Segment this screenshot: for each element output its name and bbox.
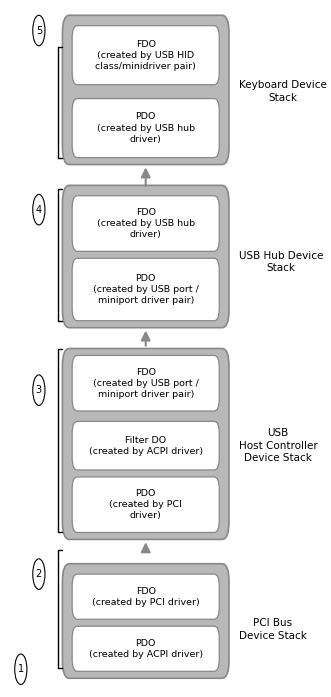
FancyBboxPatch shape <box>72 196 219 252</box>
FancyBboxPatch shape <box>63 185 229 328</box>
Text: PDO
(created by USB port /
miniport driver pair): PDO (created by USB port / miniport driv… <box>93 274 199 305</box>
Text: 1: 1 <box>18 664 24 674</box>
Text: 2: 2 <box>36 569 42 579</box>
FancyBboxPatch shape <box>72 574 219 619</box>
FancyBboxPatch shape <box>63 564 229 678</box>
Text: FDO
(created by USB HID
class/minidriver pair): FDO (created by USB HID class/minidriver… <box>95 40 196 71</box>
FancyBboxPatch shape <box>72 26 219 85</box>
Text: FDO
(created by USB port /
miniport driver pair): FDO (created by USB port / miniport driv… <box>93 367 199 399</box>
FancyBboxPatch shape <box>72 422 219 470</box>
Text: USB Hub Device
Stack: USB Hub Device Stack <box>239 250 323 273</box>
Text: FDO
(created by PCI driver): FDO (created by PCI driver) <box>92 587 200 606</box>
FancyBboxPatch shape <box>63 348 229 539</box>
Text: PDO
(created by USB hub
driver): PDO (created by USB hub driver) <box>97 112 195 144</box>
FancyBboxPatch shape <box>63 15 229 164</box>
FancyBboxPatch shape <box>72 477 219 533</box>
Text: PCI Bus
Device Stack: PCI Bus Device Stack <box>239 618 307 641</box>
Circle shape <box>33 194 45 225</box>
Text: 5: 5 <box>36 26 42 36</box>
Text: 3: 3 <box>36 385 42 395</box>
FancyBboxPatch shape <box>72 355 219 411</box>
Text: 4: 4 <box>36 205 42 215</box>
Text: Keyboard Device
Stack: Keyboard Device Stack <box>239 80 327 103</box>
Text: Filter DO
(created by ACPI driver): Filter DO (created by ACPI driver) <box>89 436 203 456</box>
Circle shape <box>15 654 27 684</box>
FancyBboxPatch shape <box>72 259 219 321</box>
Circle shape <box>33 375 45 406</box>
Text: PDO
(created by PCI
driver): PDO (created by PCI driver) <box>109 489 182 520</box>
Circle shape <box>33 559 45 590</box>
FancyBboxPatch shape <box>72 626 219 671</box>
Circle shape <box>33 15 45 46</box>
Text: USB
Host Controller
Device Stack: USB Host Controller Device Stack <box>239 428 317 463</box>
Text: PDO
(created by ACPI driver): PDO (created by ACPI driver) <box>89 638 203 659</box>
FancyBboxPatch shape <box>72 98 219 158</box>
Text: FDO
(created by USB hub
driver): FDO (created by USB hub driver) <box>97 208 195 239</box>
